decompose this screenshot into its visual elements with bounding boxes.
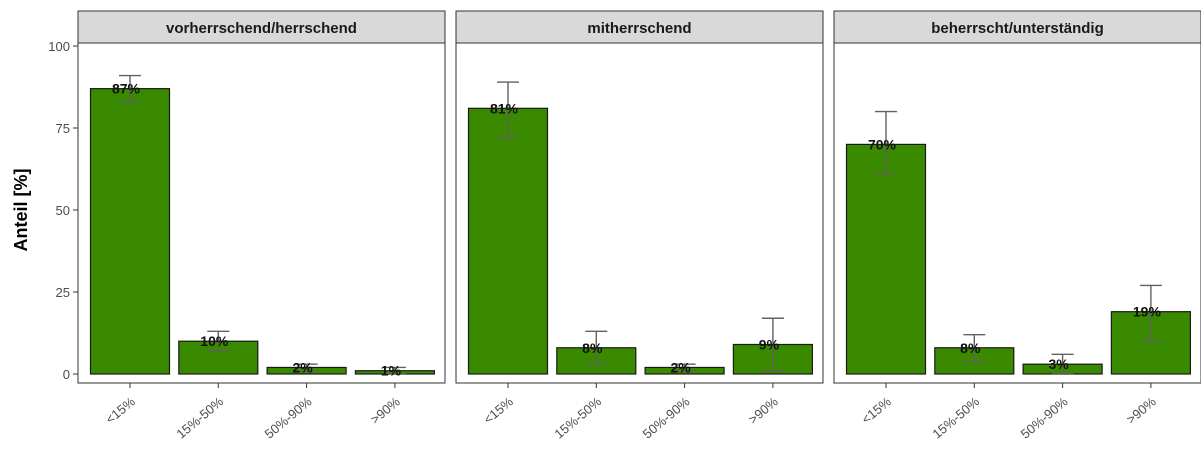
x-tick-label: 50%-90% — [640, 394, 693, 442]
panel: mitherrschend 81% <15% 8% 15%-50% 2% 50%-90% 9%… — [455, 10, 824, 442]
y-tick-label: 100 — [48, 39, 70, 54]
bar — [89, 88, 171, 375]
x-tick-label: 15%-50% — [929, 394, 982, 442]
bar — [467, 107, 549, 375]
bar — [845, 143, 927, 375]
facet-strip — [77, 10, 446, 44]
bar-value-label: 81% — [490, 100, 519, 116]
bar-value-label: 3% — [1048, 356, 1069, 372]
facet-title: mitherrschend — [587, 20, 691, 37]
facet-title: beherrscht/unterständig — [931, 20, 1104, 37]
bar-value-label: 2% — [670, 359, 691, 375]
y-axis: 0 25 50 75 100 — [48, 39, 78, 382]
bar-value-label: 19% — [1133, 304, 1162, 320]
y-tick-label: 0 — [63, 367, 70, 382]
bar-value-label: 87% — [112, 81, 141, 97]
panels: vorherrschend/herrschend 87% <15% 10% 15%-50… — [77, 10, 1201, 442]
x-tick-label: 50%-90% — [262, 394, 315, 442]
bar-value-label: 8% — [582, 340, 603, 356]
bar-value-label: 70% — [868, 136, 897, 152]
x-tick-label: <15% — [481, 394, 517, 427]
x-tick-label: 15%-50% — [173, 394, 226, 442]
x-tick-label: <15% — [859, 394, 895, 427]
facet-strip — [833, 10, 1201, 44]
x-tick-label: >90% — [1123, 394, 1159, 427]
panel: vorherrschend/herrschend 87% <15% 10% 15%-50… — [77, 10, 446, 442]
facet-title: vorherrschend/herrschend — [166, 20, 357, 37]
x-tick-label: >90% — [367, 394, 403, 427]
x-tick-label: 15%-50% — [551, 394, 604, 442]
facet-strip — [455, 10, 824, 44]
y-tick-label: 25 — [56, 285, 70, 300]
bar-value-label: 1% — [381, 363, 402, 379]
bar-value-label: 8% — [960, 340, 981, 356]
y-tick-label: 75 — [56, 121, 70, 136]
x-tick-label: >90% — [745, 394, 781, 427]
x-tick-label: <15% — [103, 394, 139, 427]
y-axis-label: Anteil [%] — [11, 169, 31, 252]
bar-value-label: 9% — [759, 336, 780, 352]
bar-value-label: 10% — [200, 333, 229, 349]
panel: beherrscht/unterständig 70% <15% 8% 15%-50% 3… — [833, 10, 1201, 442]
x-tick-label: 50%-90% — [1018, 394, 1071, 442]
bar-value-label: 2% — [292, 359, 313, 375]
y-tick-label: 50 — [56, 203, 70, 218]
